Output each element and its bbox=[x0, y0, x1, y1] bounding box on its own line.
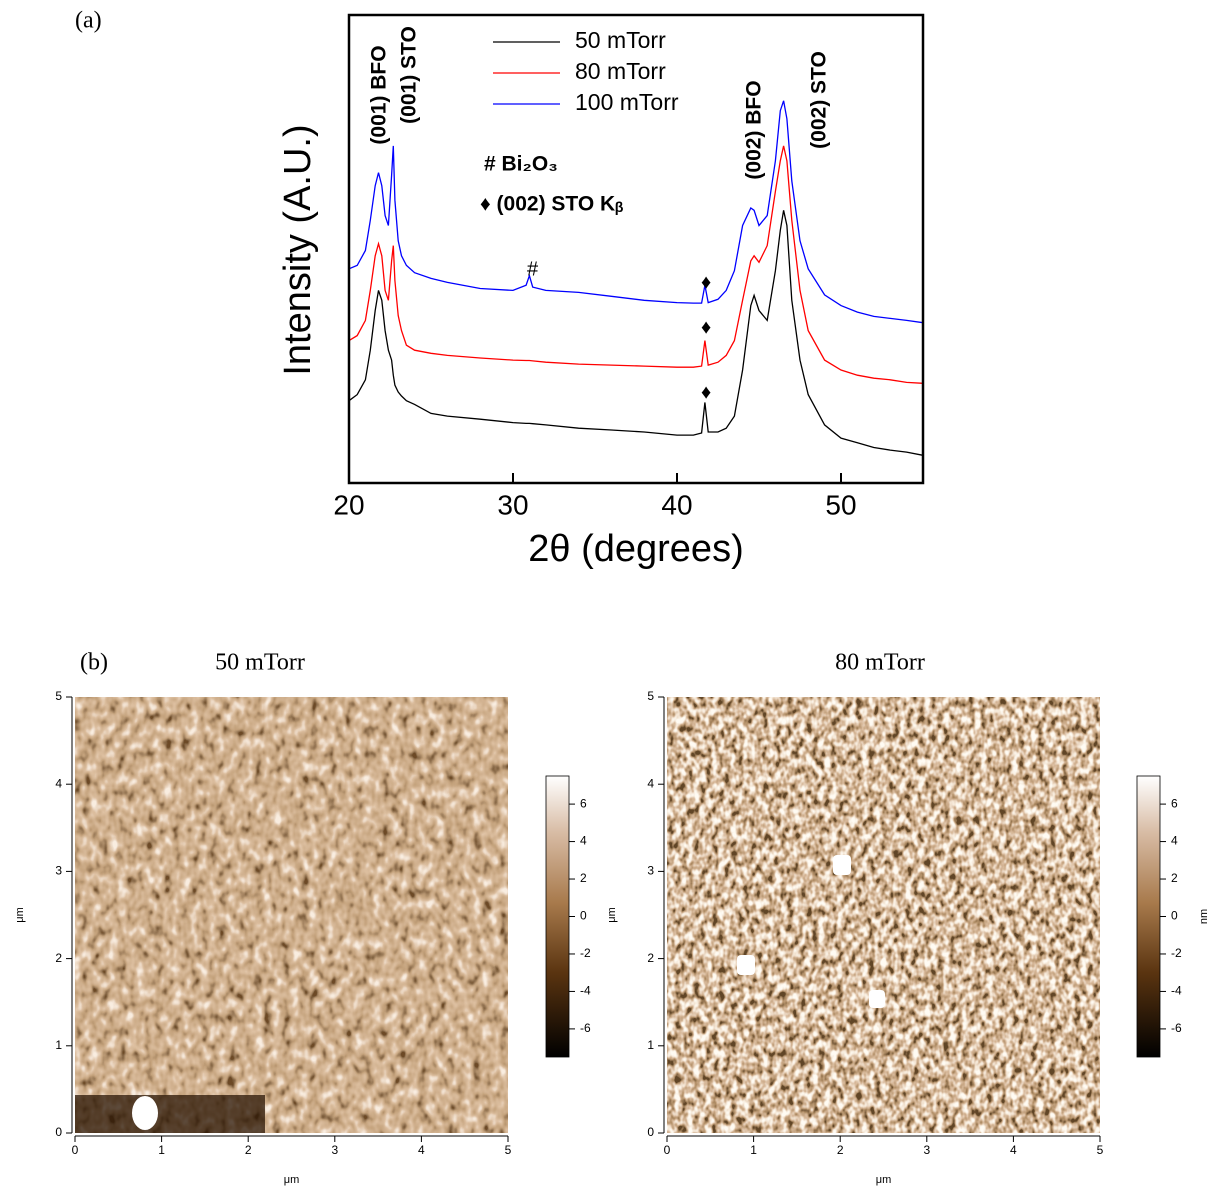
colorbar-tick-label: -4 bbox=[580, 984, 591, 998]
colorbar-tick-label: -6 bbox=[580, 1021, 591, 1035]
x-tick-label: 2 bbox=[245, 1143, 252, 1157]
colorbar-tick-label: 2 bbox=[580, 871, 587, 885]
x-tick-label: 4 bbox=[418, 1143, 425, 1157]
panel-title: 50 mTorr bbox=[215, 650, 305, 676]
colorbar-tick-label: -2 bbox=[580, 946, 591, 960]
y-tick-label: 3 bbox=[55, 864, 62, 878]
afm-particle bbox=[132, 1096, 158, 1130]
afm-particle bbox=[833, 855, 851, 875]
plot-frame bbox=[347, 13, 925, 485]
annotation: ♦ bbox=[701, 271, 711, 293]
panel-title: 80 mTorr bbox=[835, 650, 925, 676]
colorbar-tick-label: 6 bbox=[1171, 796, 1178, 810]
y-tick-label: 3 bbox=[647, 864, 654, 878]
y-tick-label: 0 bbox=[647, 1125, 654, 1139]
annotation: (001) BFO bbox=[368, 45, 391, 144]
x-tick-label: 20 bbox=[333, 489, 364, 520]
y-tick-label: 2 bbox=[55, 951, 62, 965]
x-tick-label: 5 bbox=[1097, 1143, 1104, 1157]
x-axis-label: μm bbox=[876, 1174, 892, 1186]
data-line bbox=[348, 100, 924, 324]
colorbar-tick-label: 6 bbox=[580, 796, 587, 810]
afm-dark-band bbox=[75, 1095, 265, 1133]
colorbar bbox=[1136, 775, 1161, 1058]
x-tick-label: 3 bbox=[923, 1143, 930, 1157]
legend-label: 50 mTorr bbox=[575, 27, 666, 53]
annotation: (001) STO bbox=[398, 26, 421, 124]
x-tick-label: 50 bbox=[825, 489, 856, 520]
afm-particle bbox=[869, 990, 885, 1008]
annotation: # bbox=[527, 258, 539, 280]
y-axis-label: μm bbox=[14, 907, 26, 923]
colorbar-tick-label: -2 bbox=[1171, 946, 1182, 960]
x-tick-label: 2 bbox=[837, 1143, 844, 1157]
annotation: ♦ bbox=[701, 316, 711, 338]
colorbar-tick-label: -6 bbox=[1171, 1021, 1182, 1035]
colorbar-tick-label: 0 bbox=[580, 909, 587, 923]
y-tick-label: 2 bbox=[647, 951, 654, 965]
x-tick-label: 40 bbox=[661, 489, 692, 520]
data-line bbox=[348, 210, 924, 456]
panel-label: (b) bbox=[80, 650, 108, 676]
x-axis-label: 2θ (degrees) bbox=[528, 528, 743, 570]
panel-label: (a) bbox=[75, 8, 102, 34]
legend-label: 80 mTorr bbox=[575, 58, 666, 84]
y-tick-label: 1 bbox=[647, 1038, 654, 1052]
colorbar bbox=[545, 775, 570, 1058]
y-tick-label: 4 bbox=[55, 776, 62, 790]
legend-label: 100 mTorr bbox=[575, 89, 679, 115]
y-tick-label: 5 bbox=[55, 689, 62, 703]
annotation: ♦ (002) STO Kᵦ bbox=[480, 193, 623, 216]
colorbar-tick-label: 4 bbox=[580, 834, 587, 848]
y-axis-label: μm bbox=[606, 907, 618, 923]
data-line bbox=[348, 145, 924, 384]
x-tick-label: 30 bbox=[497, 489, 528, 520]
x-axis-label: μm bbox=[284, 1174, 300, 1186]
afm-particle bbox=[737, 955, 755, 975]
annotation: (002) BFO bbox=[743, 80, 766, 179]
x-tick-label: 0 bbox=[664, 1143, 671, 1157]
colorbar-label: nm bbox=[1198, 909, 1210, 924]
x-tick-label: 1 bbox=[750, 1143, 757, 1157]
x-tick-label: 5 bbox=[505, 1143, 512, 1157]
colorbar-tick-label: 0 bbox=[1171, 909, 1178, 923]
colorbar-tick-label: -4 bbox=[1171, 984, 1182, 998]
y-axis-label: Intensity (A.U.) bbox=[277, 124, 319, 375]
afm-image bbox=[75, 697, 508, 1133]
annotation: # Bi₂O₃ bbox=[484, 153, 558, 176]
annotation: ♦ bbox=[701, 381, 711, 403]
y-tick-label: 1 bbox=[55, 1038, 62, 1052]
x-tick-label: 1 bbox=[158, 1143, 165, 1157]
y-tick-label: 0 bbox=[55, 1125, 62, 1139]
colorbar-tick-label: 4 bbox=[1171, 834, 1178, 848]
y-tick-label: 4 bbox=[647, 776, 654, 790]
afm-image bbox=[667, 697, 1100, 1133]
x-tick-label: 0 bbox=[72, 1143, 79, 1157]
colorbar-tick-label: 2 bbox=[1171, 871, 1178, 885]
annotation: (002) STO bbox=[808, 51, 831, 149]
x-tick-label: 4 bbox=[1010, 1143, 1017, 1157]
y-tick-label: 5 bbox=[647, 689, 654, 703]
x-tick-label: 3 bbox=[331, 1143, 338, 1157]
